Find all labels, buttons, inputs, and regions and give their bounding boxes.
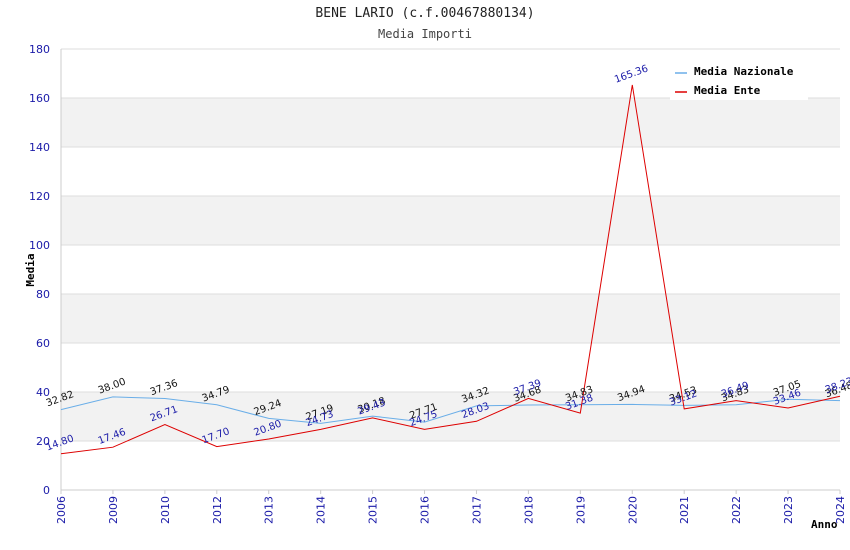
x-tick-label: 2014 [315,496,328,524]
y-tick-label: 140 [29,141,50,154]
x-axis-label: Anno [811,518,838,531]
y-tick-label: 160 [29,92,50,105]
background-band [61,147,840,196]
y-axis-label: Media [24,253,37,286]
legend-label-nazionale: Media Nazionale [694,65,794,78]
legend-label-ente: Media Ente [694,84,761,97]
x-tick-label: 2022 [730,496,743,524]
x-tick-label: 2019 [574,496,587,524]
x-tick-label: 2021 [678,496,691,524]
y-tick-label: 100 [29,239,50,252]
background-band [61,245,840,294]
x-tick-label: 2006 [55,496,68,524]
x-tick-label: 2020 [626,496,639,524]
x-axis-ticks: 2006 2009 2010 2012 2013 2014 2015 2016 2017 2018… [55,490,847,524]
background-band [61,343,840,392]
y-tick-label: 60 [36,337,50,350]
x-tick-label: 2017 [470,496,483,524]
x-tick-label: 2023 [782,496,795,524]
x-tick-label: 2013 [263,496,276,524]
background-band [61,392,840,441]
series-lines [60,84,841,455]
y-tick-label: 20 [36,435,50,448]
y-tick-label: 40 [36,386,50,399]
gridlines [60,48,840,491]
y-axis-ticks: 0 20 40 60 80 100 120 140 160 180 [29,43,50,497]
x-tick-label: 2009 [107,496,120,524]
legend-box [670,62,808,100]
background-bands [61,49,840,490]
background-band [61,196,840,245]
x-tick-label: 2010 [159,496,172,524]
legend: Media Nazionale Media Ente [670,62,808,100]
x-tick-label: 2016 [419,496,432,524]
x-tick-label: 2015 [367,496,380,524]
background-band [61,294,840,343]
x-tick-label: 2018 [522,496,535,524]
x-tick-label: 2012 [211,496,224,524]
chart-title: BENE LARIO (c.f.00467880134) [315,6,535,21]
y-tick-label: 0 [43,484,50,497]
x-tick-label: 2024 [834,496,847,524]
background-band [61,98,840,147]
y-tick-label: 180 [29,43,50,56]
background-band [61,441,840,490]
y-tick-label: 80 [36,288,50,301]
chart-subtitle: Media Importi [378,27,472,41]
y-tick-label: 120 [29,190,50,203]
series-line-media-ente [60,84,841,455]
